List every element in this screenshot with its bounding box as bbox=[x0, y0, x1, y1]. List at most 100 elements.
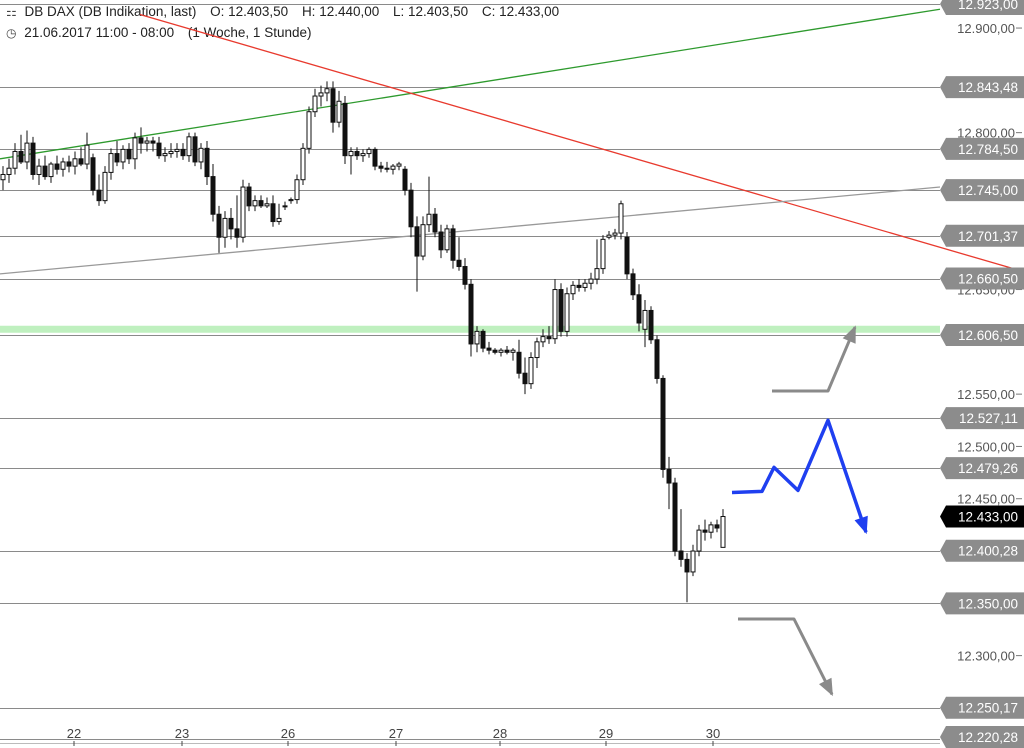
level-tag-text: 12.250,17 bbox=[958, 701, 1018, 716]
candle bbox=[624, 232, 630, 280]
candle-body-down bbox=[228, 217, 234, 230]
candle bbox=[264, 197, 270, 208]
candle-body-down bbox=[138, 137, 144, 144]
date-range: 21.06.2017 11:00 - 08:00 bbox=[24, 25, 175, 40]
candle-body-down bbox=[504, 349, 510, 353]
scenario-arrow-path bbox=[731, 418, 868, 533]
candle-body-down bbox=[438, 231, 444, 251]
candle bbox=[0, 166, 6, 191]
candle-body-up bbox=[306, 111, 312, 149]
chart-header-line1: ⚏ DB DAX (DB Indikation, last) O: 12.403… bbox=[6, 4, 559, 19]
candle bbox=[372, 147, 378, 171]
candle bbox=[282, 201, 288, 211]
candle-body-up bbox=[642, 309, 648, 330]
candle bbox=[288, 197, 294, 204]
level-tag: 12.701,37 bbox=[940, 224, 1024, 247]
candle-body-up bbox=[12, 150, 18, 169]
candle-body-up bbox=[300, 147, 306, 181]
candle-body-up bbox=[6, 167, 12, 175]
ohlc-close: C: 12.433,00 bbox=[481, 4, 560, 19]
candle bbox=[258, 195, 264, 208]
level-tag-text: 12.701,37 bbox=[958, 229, 1018, 244]
candle bbox=[366, 147, 372, 158]
x-tick-label: 30 bbox=[706, 726, 720, 741]
candle-body-down bbox=[714, 524, 720, 529]
candle-body-up bbox=[324, 88, 330, 94]
candle bbox=[444, 224, 450, 253]
level-tag-bg bbox=[940, 324, 1024, 347]
candle-body-down bbox=[156, 142, 162, 157]
candle-body-up bbox=[120, 148, 126, 163]
candle bbox=[678, 509, 684, 567]
candle bbox=[6, 158, 12, 183]
candle-body-up bbox=[588, 278, 594, 284]
candle-body-down bbox=[270, 203, 276, 223]
candle-body-up bbox=[612, 232, 618, 236]
candle bbox=[42, 155, 48, 180]
candle-body-up bbox=[174, 148, 180, 152]
candle-body-down bbox=[378, 165, 384, 169]
level-tag: 12.660,50 bbox=[940, 267, 1024, 290]
level-tag-text: 12.606,50 bbox=[958, 328, 1018, 343]
candle-body-down bbox=[372, 148, 378, 167]
candle-body-down bbox=[90, 157, 96, 191]
candle-body-down bbox=[414, 226, 420, 257]
candle-body-up bbox=[360, 153, 366, 157]
candle-body-down bbox=[480, 330, 486, 349]
candle-body-up bbox=[606, 234, 612, 238]
candle-body-up bbox=[222, 217, 228, 238]
candle bbox=[390, 164, 396, 175]
y-tick-label: 12.450,00 bbox=[957, 492, 1015, 507]
x-tick-label: 27 bbox=[389, 726, 403, 741]
candle bbox=[246, 182, 252, 212]
candle-body-up bbox=[540, 336, 546, 343]
clock-icon: ◷ bbox=[6, 26, 17, 40]
candle-body-up bbox=[318, 92, 324, 97]
candle bbox=[252, 195, 258, 212]
trendline bbox=[0, 186, 941, 275]
candle-body-up bbox=[282, 205, 288, 208]
candle-body-up bbox=[720, 516, 726, 548]
candle-body-down bbox=[576, 284, 582, 288]
candle bbox=[222, 211, 228, 248]
candle bbox=[660, 375, 666, 478]
candle bbox=[114, 141, 120, 167]
candle bbox=[384, 161, 390, 173]
candle bbox=[78, 147, 84, 167]
candle-body-up bbox=[276, 217, 282, 223]
candle bbox=[558, 283, 564, 337]
candle-body-up bbox=[48, 163, 54, 178]
candle bbox=[402, 166, 408, 196]
candle-body-down bbox=[672, 482, 678, 552]
candle bbox=[648, 306, 654, 344]
candle bbox=[108, 148, 114, 180]
candle bbox=[306, 106, 312, 154]
level-tag-text: 12.527,11 bbox=[959, 411, 1018, 426]
candle bbox=[186, 132, 192, 162]
level-tag-text: 12.220,28 bbox=[958, 730, 1018, 745]
candle-body-up bbox=[528, 357, 534, 385]
candle-body-down bbox=[432, 213, 438, 233]
candle bbox=[318, 85, 324, 107]
candle bbox=[516, 339, 522, 379]
candle bbox=[144, 136, 150, 152]
level-tag-text: 12.660,50 bbox=[958, 272, 1018, 287]
level-tag: 12.843,48 bbox=[940, 76, 1024, 99]
candle bbox=[528, 352, 534, 389]
candle-body-down bbox=[654, 339, 660, 379]
candle-body-down bbox=[246, 186, 252, 207]
candle-body-down bbox=[54, 163, 60, 170]
candle-body-down bbox=[96, 189, 102, 202]
candle-body-down bbox=[384, 167, 390, 170]
candle-body-down bbox=[234, 228, 240, 238]
ohlc-low: L: 12.403,50 bbox=[393, 4, 469, 19]
candle bbox=[228, 207, 234, 240]
candle bbox=[234, 195, 240, 248]
level-tag-bg bbox=[940, 0, 1024, 15]
candle-body-down bbox=[354, 150, 360, 157]
candle bbox=[606, 230, 612, 240]
candle bbox=[690, 544, 696, 577]
candle-body-up bbox=[240, 186, 246, 238]
candle bbox=[546, 326, 552, 344]
